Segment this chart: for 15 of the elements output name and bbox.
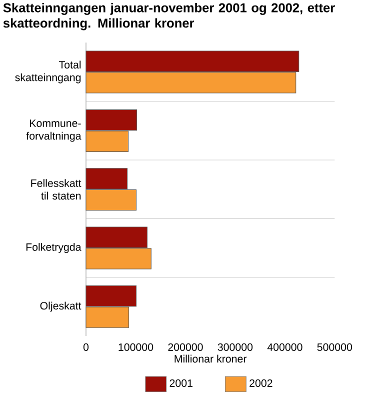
legend-label: 2001 <box>170 379 192 387</box>
x-tick-label: 100000 <box>118 343 154 351</box>
x-tick-label: 0 <box>83 343 89 351</box>
y-tick-label: Fellesskatt til staten <box>31 179 82 200</box>
legend-label: 2002 <box>250 379 272 387</box>
x-tick-label: 200000 <box>168 343 203 351</box>
x-axis-title: Millionar kroner <box>174 354 247 363</box>
y-tick-label: Total skatteinngang <box>15 60 81 84</box>
chart-title: Skatteinngangen januar-november 2001 og 2002, etter skatteordning. Millionar kroner <box>3 2 335 30</box>
x-tick-label: 400000 <box>267 343 302 351</box>
x-tick-label: 500000 <box>317 343 352 351</box>
y-tick-label: Oljeskatt <box>40 302 82 312</box>
y-tick-label: Folketrygda <box>26 243 82 253</box>
x-tick-label: 300000 <box>218 343 253 351</box>
y-tick-label: Kommune-forvaltninga <box>26 120 82 142</box>
